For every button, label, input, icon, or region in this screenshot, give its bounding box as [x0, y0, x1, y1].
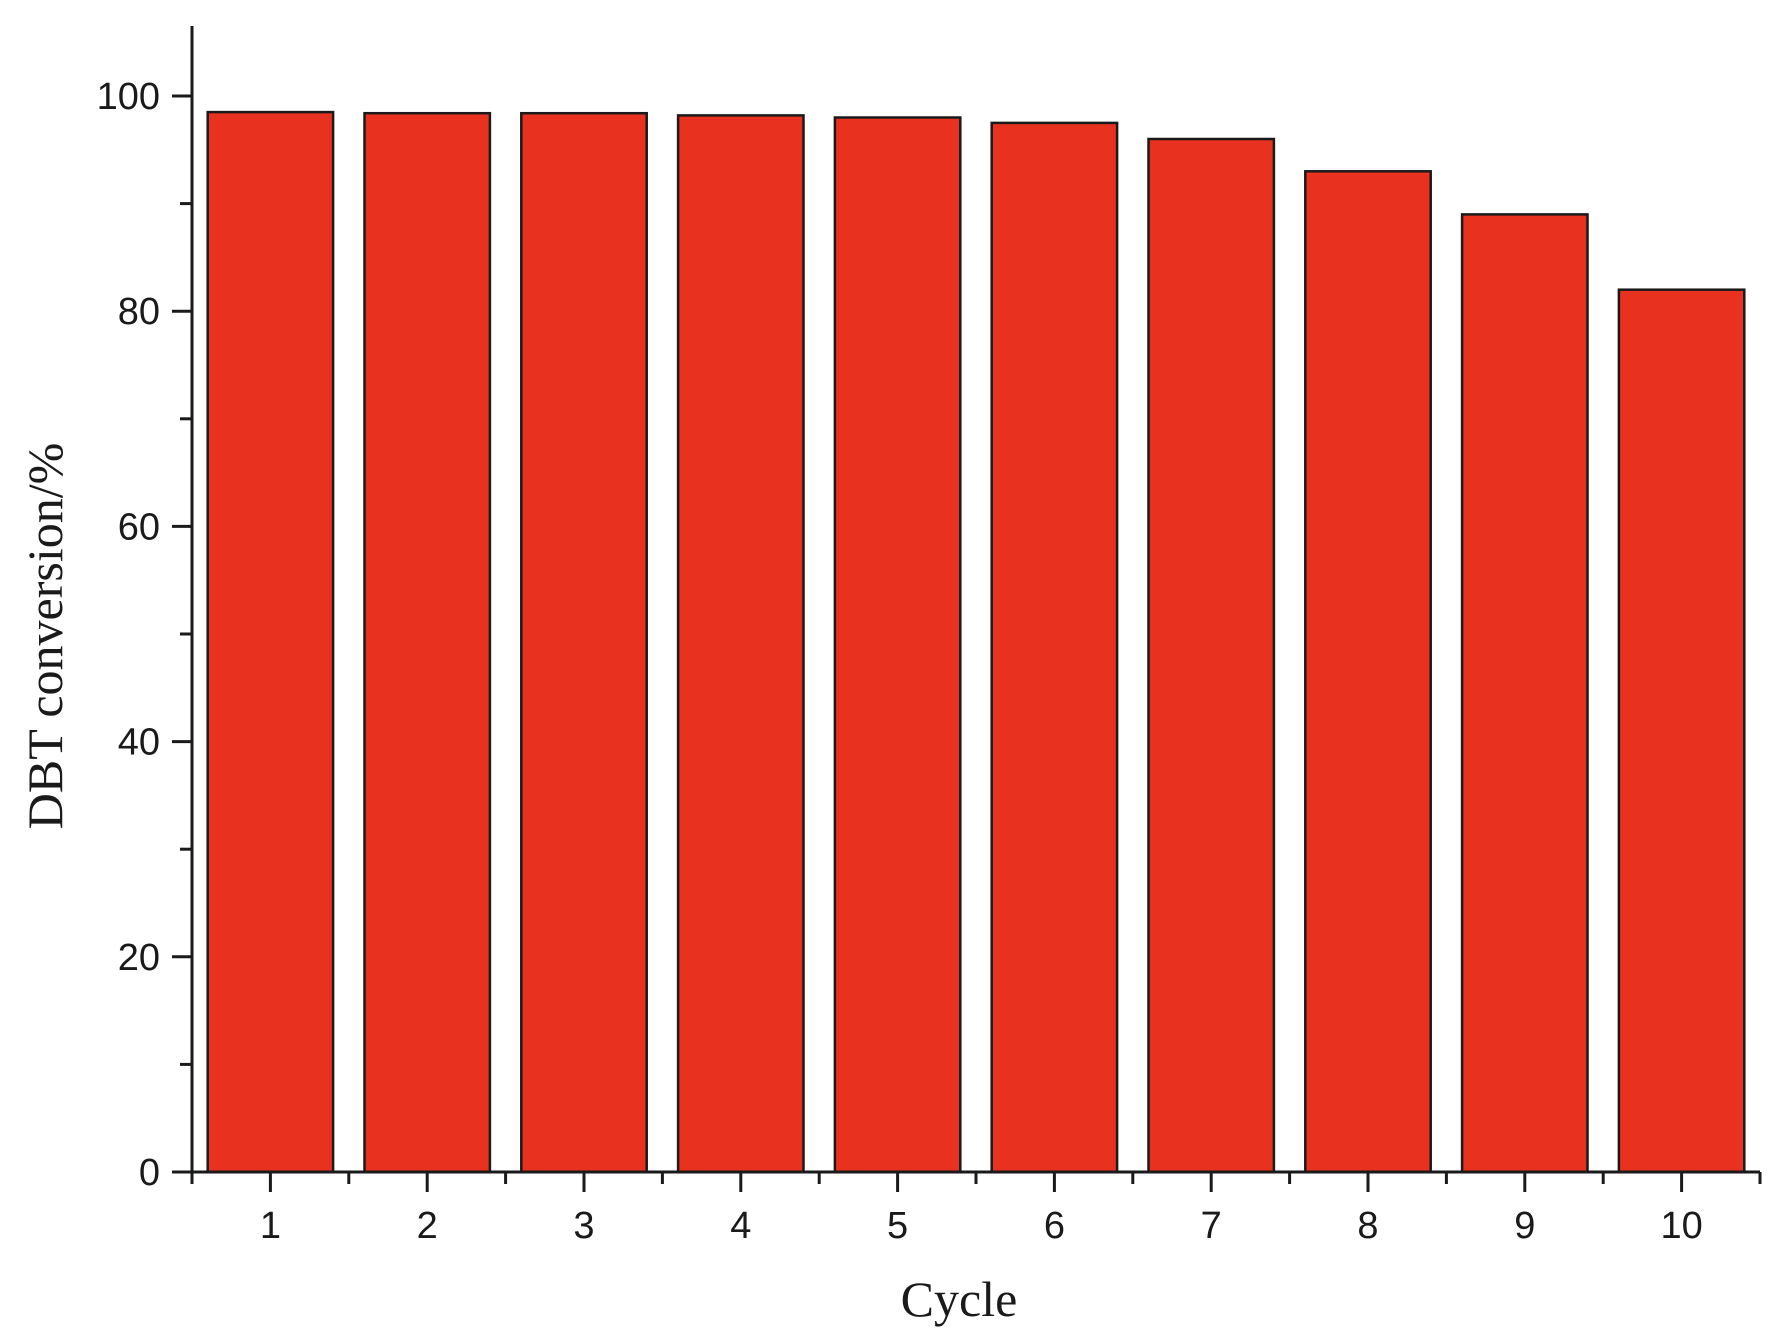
- bar-cycle-6: [990, 121, 1119, 1174]
- y-tick-label: 80: [118, 291, 160, 333]
- y-tick-label: 100: [97, 76, 160, 118]
- bar-cycle-7: [1147, 137, 1276, 1174]
- x-tick-label: 3: [573, 1205, 594, 1247]
- bar-cycle-3: [520, 111, 648, 1174]
- bar-cycle-10: [1617, 288, 1746, 1174]
- x-tick-label: 10: [1660, 1205, 1702, 1247]
- y-tick-label: 40: [118, 722, 160, 764]
- x-tick-label: 6: [1044, 1205, 1065, 1247]
- x-tick-label: 8: [1357, 1205, 1378, 1247]
- x-tick-label: 7: [1201, 1205, 1222, 1247]
- bars-group: [206, 110, 1746, 1174]
- bar-cycle-4: [676, 114, 805, 1174]
- y-tick-label: 60: [118, 506, 160, 548]
- bar-cycle-9: [1460, 213, 1589, 1174]
- y-axis-label: DBT conversion/%: [17, 443, 73, 830]
- x-tick-label: 5: [887, 1205, 908, 1247]
- x-axis-label: Cycle: [901, 1271, 1018, 1327]
- bar-cycle-8: [1304, 170, 1432, 1174]
- x-ticks-group: 1 2 3 4 5 6 7 8 9 10: [190, 1172, 1762, 1247]
- bar-cycle-2: [363, 111, 492, 1174]
- bar-cycle-1: [206, 110, 335, 1174]
- x-tick-label: 1: [260, 1205, 281, 1247]
- x-tick-label: 2: [417, 1205, 438, 1247]
- bar-cycle-5: [833, 116, 962, 1174]
- x-tick-label: 4: [730, 1205, 751, 1247]
- y-tick-label: 0: [139, 1152, 160, 1194]
- y-ticks-group: 0 20 40 60 80 100: [97, 76, 192, 1194]
- y-tick-label: 20: [118, 937, 160, 979]
- x-tick-label: 9: [1514, 1205, 1535, 1247]
